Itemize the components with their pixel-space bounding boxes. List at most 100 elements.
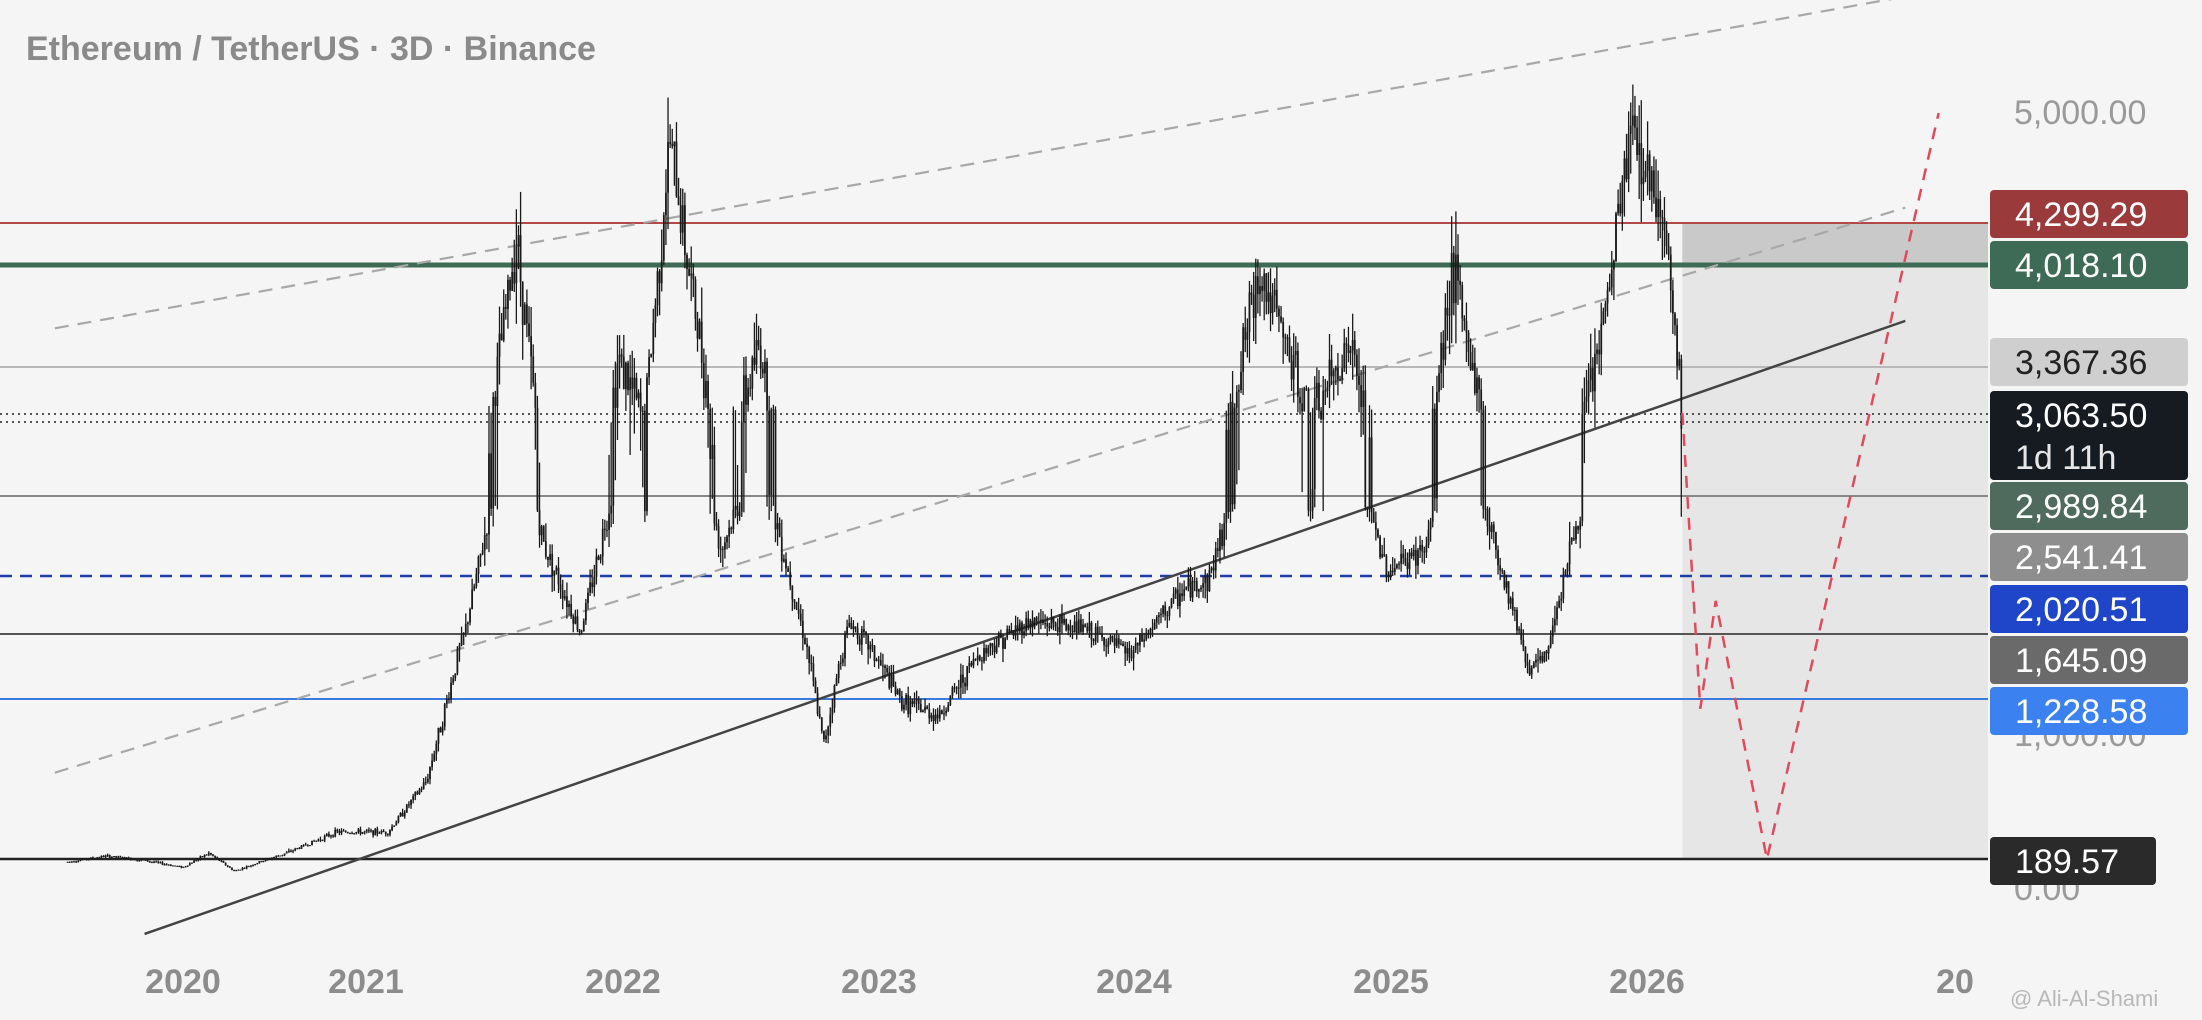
candle-body <box>1080 619 1082 632</box>
candle-body <box>441 726 444 733</box>
candle-body <box>68 861 71 863</box>
candle-body <box>1155 617 1158 623</box>
candle-body <box>1339 379 1341 381</box>
candle-body <box>1547 646 1550 654</box>
price-tag-background <box>1990 636 2188 684</box>
candle-body <box>412 796 415 800</box>
candle-body <box>94 858 96 860</box>
candle-body <box>641 410 644 412</box>
candle-body <box>203 854 206 857</box>
projection-zone-layer <box>1682 223 1988 859</box>
candle-body <box>999 633 1002 638</box>
price-tag-value: 2,989.84 <box>2015 488 2147 526</box>
candle-body <box>235 870 238 872</box>
candle-body <box>1476 377 1478 394</box>
price-tag[interactable]: 4,018.10 <box>1990 241 2188 289</box>
candle-body <box>469 609 471 623</box>
candle-body <box>243 867 246 869</box>
candle-body <box>1094 626 1097 642</box>
price-tag[interactable]: 3,367.36 <box>1990 338 2188 386</box>
candle-body <box>1408 552 1411 569</box>
candle-body <box>1168 607 1171 616</box>
candle-body <box>991 643 994 647</box>
candle-body <box>399 813 402 817</box>
candle-body <box>380 830 383 833</box>
candle-body <box>1347 344 1350 354</box>
candle-body <box>993 646 996 653</box>
candle-body <box>344 831 347 833</box>
candle-body <box>1627 133 1630 180</box>
candle-body <box>667 141 669 193</box>
candle-body <box>724 542 726 550</box>
candle-body <box>266 858 269 860</box>
price-tags[interactable]: 4,299.29 4,018.10 3,367.36 3,063.50 1d 11h 2,… <box>1990 190 2188 885</box>
candle-body <box>1115 638 1118 646</box>
candle-body <box>73 861 75 863</box>
candle-body <box>1054 623 1057 628</box>
price-tag[interactable]: 1,645.09 <box>1990 636 2188 684</box>
candle-body <box>1117 638 1120 645</box>
candle-body <box>191 862 193 864</box>
candle-body <box>359 829 362 834</box>
candle-body <box>1412 549 1415 557</box>
candle-body <box>766 361 768 411</box>
candle-body <box>1031 620 1034 628</box>
candle-body <box>254 864 257 866</box>
candle-body <box>1004 638 1006 649</box>
candle-body <box>1002 637 1004 649</box>
candle-body <box>85 858 88 860</box>
candle-body <box>429 767 431 779</box>
candle-body <box>389 830 391 835</box>
candle-body <box>740 421 743 512</box>
candle-body <box>795 602 798 610</box>
projection-line <box>1681 112 1940 860</box>
candle-body <box>1071 630 1074 633</box>
candle-body <box>1042 619 1044 624</box>
candle-body <box>231 867 233 871</box>
candle-body <box>1372 512 1375 523</box>
candle-body <box>658 271 661 284</box>
price-tag-background <box>1990 533 2188 581</box>
x-tick-label: 2026 <box>1609 963 1685 1001</box>
candle-body <box>1541 655 1544 662</box>
candle-body <box>1575 526 1577 540</box>
price-tag[interactable]: 3,063.50 1d 11h <box>1990 391 2188 480</box>
candle-body <box>108 855 111 858</box>
candle-body <box>123 857 126 859</box>
candle-body <box>1111 636 1114 639</box>
candle-body <box>1358 375 1360 385</box>
candle-body <box>1463 318 1466 321</box>
candle-body <box>1406 562 1409 569</box>
candle-body <box>1364 390 1367 508</box>
candle-body <box>519 235 522 283</box>
price-tag[interactable]: 1,228.58 <box>1990 687 2188 735</box>
price-tag[interactable]: 189.57 <box>1990 837 2156 885</box>
candle-body <box>498 333 501 357</box>
trend-line-channel-upper <box>54 0 1893 330</box>
candle-body <box>783 559 785 562</box>
candle-body <box>1223 522 1226 547</box>
price-tag[interactable]: 2,541.41 <box>1990 533 2188 581</box>
projection-zone <box>1682 223 1988 859</box>
candle-body <box>1037 621 1040 623</box>
candle-body <box>1170 598 1173 608</box>
candle-body <box>717 526 720 549</box>
price-tag[interactable]: 2,020.51 <box>1990 585 2188 633</box>
price-tag[interactable]: 2,989.84 <box>1990 482 2188 530</box>
price-tag[interactable]: 4,299.29 <box>1990 190 2188 238</box>
candle-body <box>195 860 198 862</box>
candle-body <box>1427 529 1430 545</box>
candle-body <box>298 848 301 850</box>
candle-body <box>574 616 577 624</box>
candle-body <box>1109 636 1112 642</box>
candle-body <box>983 648 985 662</box>
candle-body <box>323 835 326 841</box>
candle-body <box>839 662 842 664</box>
candle-body <box>1381 553 1384 558</box>
candle-body <box>1256 276 1259 295</box>
candle-body <box>485 534 488 536</box>
candle-body <box>296 848 299 850</box>
candle-body <box>1204 575 1207 584</box>
